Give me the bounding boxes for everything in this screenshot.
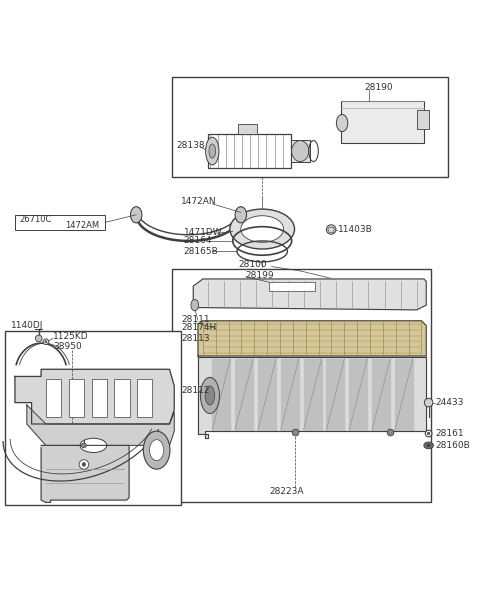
Bar (114, 379, 130, 417)
Polygon shape (41, 445, 129, 502)
Ellipse shape (200, 378, 219, 413)
Circle shape (43, 339, 48, 344)
Text: 1472AN: 1472AN (181, 197, 217, 207)
Ellipse shape (205, 137, 219, 165)
Text: 28160B: 28160B (436, 441, 470, 450)
Bar (172, 77, 448, 177)
Bar (341, 101, 424, 143)
Text: 1125KD: 1125KD (53, 333, 89, 341)
Bar (46, 379, 61, 417)
Bar (15, 215, 105, 230)
Circle shape (427, 432, 430, 435)
Text: 28174H: 28174H (181, 323, 216, 332)
Text: 1472AM: 1472AM (65, 221, 99, 230)
Polygon shape (15, 370, 174, 424)
Ellipse shape (336, 114, 348, 132)
Ellipse shape (131, 207, 142, 223)
Text: 38950: 38950 (53, 342, 82, 351)
Circle shape (82, 462, 86, 466)
Polygon shape (303, 359, 322, 430)
Ellipse shape (209, 144, 216, 158)
Text: 28165B: 28165B (184, 247, 218, 256)
Bar (239, 124, 257, 134)
Polygon shape (281, 359, 299, 430)
Ellipse shape (150, 440, 164, 461)
Ellipse shape (292, 141, 309, 162)
Circle shape (387, 429, 394, 436)
Polygon shape (349, 359, 367, 430)
Text: 28138: 28138 (177, 141, 205, 150)
Bar (137, 379, 152, 417)
Text: 28113: 28113 (181, 334, 210, 343)
Polygon shape (372, 359, 390, 430)
Polygon shape (326, 359, 345, 430)
Polygon shape (193, 279, 426, 310)
Bar (417, 110, 429, 129)
Polygon shape (258, 359, 276, 430)
Ellipse shape (205, 386, 215, 405)
Bar (5, 331, 181, 505)
Polygon shape (27, 405, 174, 445)
Polygon shape (212, 359, 230, 430)
Text: 28223A: 28223A (269, 488, 304, 496)
Text: 28190: 28190 (364, 83, 393, 92)
Ellipse shape (235, 207, 247, 223)
Polygon shape (235, 359, 253, 430)
Circle shape (45, 341, 47, 343)
Text: 28164: 28164 (184, 236, 212, 245)
Ellipse shape (144, 431, 170, 469)
Polygon shape (198, 321, 426, 356)
Ellipse shape (191, 300, 199, 311)
Circle shape (292, 429, 299, 436)
Polygon shape (198, 357, 426, 438)
Bar (291, 140, 310, 162)
Bar (207, 134, 291, 168)
Bar (69, 379, 84, 417)
Ellipse shape (230, 209, 295, 249)
Circle shape (36, 335, 42, 342)
Circle shape (425, 430, 432, 437)
Circle shape (326, 224, 336, 234)
Circle shape (424, 399, 433, 407)
Text: 28161: 28161 (436, 429, 464, 438)
Text: 26710C: 26710C (20, 215, 52, 224)
Ellipse shape (427, 444, 431, 447)
Polygon shape (395, 359, 413, 430)
Text: 1140DJ: 1140DJ (11, 321, 44, 330)
Ellipse shape (241, 216, 284, 242)
Ellipse shape (80, 438, 107, 453)
Text: 28199: 28199 (246, 271, 274, 280)
Text: 28111: 28111 (181, 315, 210, 324)
Text: 28100: 28100 (239, 260, 267, 269)
Ellipse shape (424, 442, 433, 449)
Text: 28112: 28112 (181, 386, 210, 395)
Bar (269, 282, 314, 291)
Circle shape (79, 459, 89, 469)
Text: 24433: 24433 (436, 398, 464, 407)
Text: 1471DW: 1471DW (184, 228, 222, 237)
Circle shape (82, 443, 86, 448)
Text: 11403B: 11403B (338, 225, 373, 234)
Bar (172, 269, 431, 502)
Bar (92, 379, 107, 417)
